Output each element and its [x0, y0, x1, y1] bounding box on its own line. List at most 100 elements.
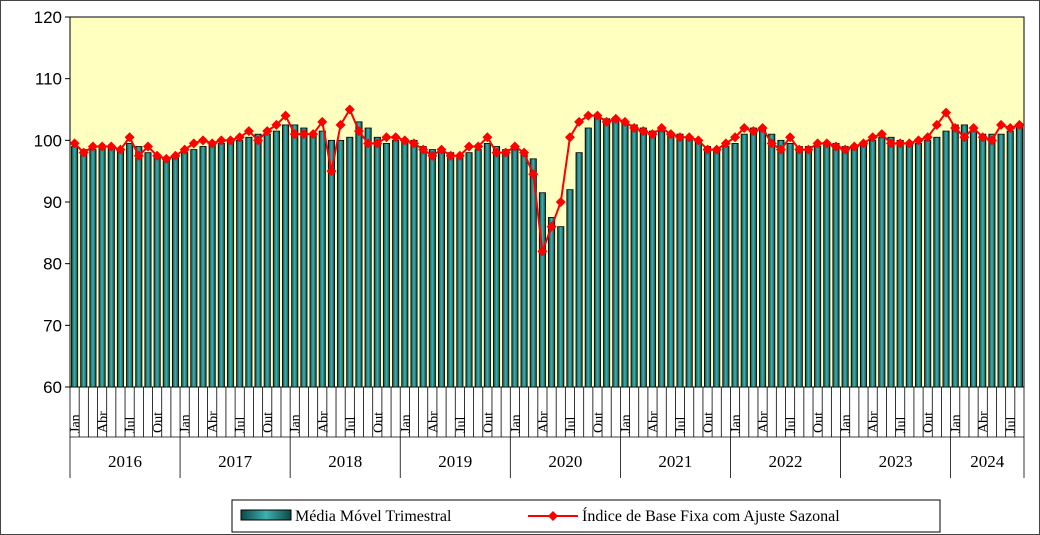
- bar: [942, 130, 950, 388]
- bar: [502, 149, 510, 388]
- bar: [116, 149, 124, 388]
- year-label: 2016: [108, 452, 142, 471]
- marker: [500, 147, 511, 158]
- marker: [253, 135, 264, 146]
- x-tick-label: Jul: [674, 417, 689, 433]
- marker: [418, 144, 429, 155]
- bar: [291, 124, 299, 388]
- bar: [171, 155, 180, 388]
- marker: [968, 123, 979, 133]
- marker: [665, 129, 676, 140]
- marker: [840, 144, 851, 155]
- marker: [198, 135, 209, 146]
- marker: [711, 144, 722, 155]
- marker: [326, 166, 337, 177]
- x-tick-label: Jan: [839, 414, 854, 433]
- bar: [98, 146, 106, 388]
- marker: [675, 132, 686, 143]
- marker: [289, 129, 300, 140]
- bar: [621, 121, 629, 388]
- bar: [667, 133, 675, 388]
- bar: [804, 146, 812, 388]
- bar: [924, 139, 932, 388]
- marker: [491, 147, 502, 158]
- x-tick-label: Jul: [454, 417, 469, 433]
- bar: [373, 136, 381, 388]
- year-label: 2023: [879, 452, 913, 471]
- bar: [190, 149, 198, 388]
- bar: [658, 130, 666, 388]
- bar: [107, 146, 115, 388]
- bar: [282, 124, 290, 388]
- marker: [87, 141, 98, 152]
- bar: [263, 133, 271, 388]
- x-tick-label: Out: [151, 412, 166, 433]
- marker: [821, 138, 832, 149]
- year-label: 2018: [328, 452, 362, 471]
- x-tick-label: Jan: [69, 414, 84, 433]
- marker: [142, 141, 153, 152]
- bar: [447, 152, 455, 388]
- bar: [887, 136, 895, 388]
- year-label: 2022: [769, 452, 803, 471]
- marker: [216, 135, 227, 146]
- bar: [309, 133, 317, 388]
- bar: [135, 146, 143, 388]
- bar: [236, 139, 244, 388]
- bar: [639, 127, 647, 388]
- bar: [89, 149, 97, 388]
- marker: [629, 123, 640, 133]
- marker: [812, 138, 823, 149]
- bar: [584, 127, 592, 388]
- bar: [823, 143, 831, 388]
- bar: [162, 158, 170, 388]
- marker: [931, 119, 942, 130]
- bar: [988, 133, 996, 388]
- marker: [1005, 123, 1016, 133]
- marker: [895, 138, 906, 149]
- marker: [922, 132, 933, 143]
- x-tick-label: Out: [261, 412, 276, 433]
- marker: [619, 116, 630, 127]
- bar: [1006, 130, 1014, 388]
- year-label: 2024: [970, 452, 1005, 471]
- marker: [106, 141, 117, 152]
- x-tick-label: Jan: [509, 414, 524, 433]
- bar: [245, 136, 253, 388]
- marker: [794, 144, 805, 155]
- marker: [188, 138, 199, 149]
- marker: [610, 113, 621, 124]
- marker: [262, 126, 273, 137]
- bar: [71, 146, 79, 388]
- marker: [161, 153, 172, 164]
- bar: [337, 139, 345, 388]
- marker: [849, 141, 860, 152]
- marker: [97, 141, 108, 152]
- legend: Média Móvel Trimestral Índice de Base Fi…: [231, 499, 941, 533]
- x-tick-label: Jul: [234, 417, 249, 433]
- marker: [583, 110, 594, 121]
- x-tick-label: Jul: [124, 417, 139, 433]
- y-tick-label: 80: [43, 255, 62, 274]
- marker: [363, 138, 374, 149]
- marker: [152, 150, 163, 161]
- y-tick-label: 110: [35, 70, 62, 89]
- x-tick-label: Out: [922, 412, 937, 433]
- bar: [970, 130, 978, 388]
- bar: [859, 143, 867, 388]
- x-tick-label: Out: [812, 412, 827, 433]
- bar: [538, 192, 546, 388]
- legend-swatch-bar: [240, 509, 292, 521]
- marker: [730, 132, 741, 143]
- bar: [456, 155, 464, 388]
- marker: [528, 169, 539, 180]
- bar: [841, 146, 849, 388]
- x-tick-label: Abr: [646, 411, 661, 433]
- bar: [80, 149, 88, 388]
- year-label: 2020: [548, 452, 582, 471]
- bar: [208, 143, 216, 388]
- bar: [401, 139, 409, 388]
- x-tick-label: Jan: [179, 414, 194, 433]
- bar: [126, 143, 134, 388]
- marker: [390, 132, 401, 143]
